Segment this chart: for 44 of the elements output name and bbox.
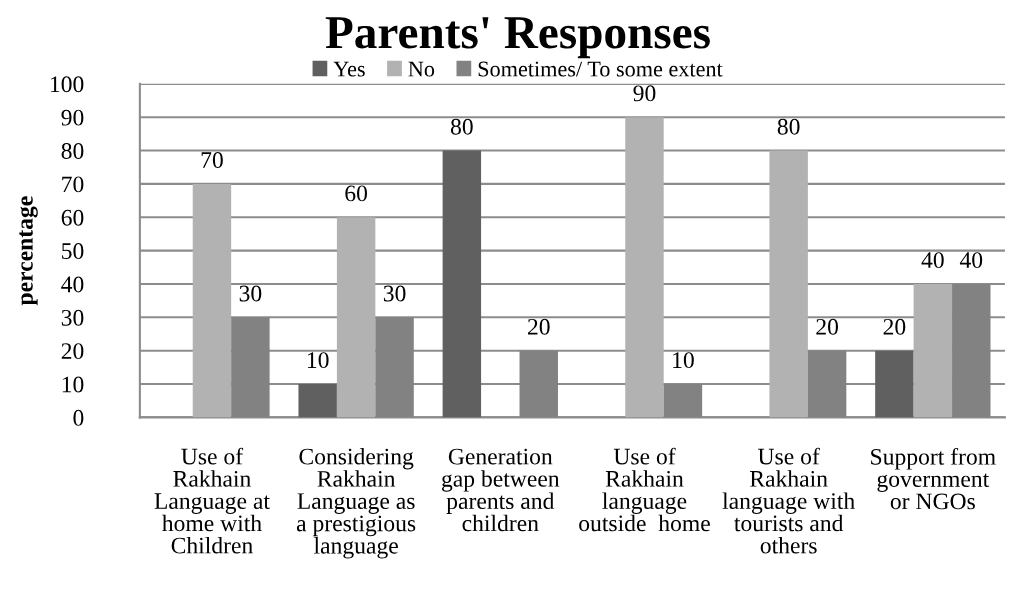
data-label: 10 xyxy=(673,352,694,369)
bar xyxy=(625,117,664,418)
legend-label: No xyxy=(408,61,435,77)
data-label: 30 xyxy=(383,285,406,302)
bar xyxy=(913,283,953,418)
y-tick-label: 50 xyxy=(62,243,84,260)
bar xyxy=(336,217,376,418)
data-label: 20 xyxy=(883,318,906,335)
y-tick-label: 90 xyxy=(61,109,84,126)
y-tick-label: 20 xyxy=(61,343,84,360)
bar xyxy=(769,150,808,418)
y-tick-label: 0 xyxy=(73,409,84,426)
data-label: 40 xyxy=(959,252,983,269)
x-tick-label: Use of Rakhain language outside home xyxy=(579,447,710,532)
y-axis-title: percentage xyxy=(19,196,38,306)
data-label: 20 xyxy=(816,318,839,335)
y-tick-label: 40 xyxy=(61,276,84,293)
data-label: 30 xyxy=(239,285,262,302)
data-label: 70 xyxy=(201,152,223,168)
x-tick-label: Considering Rakhain Language as a prestigious language xyxy=(296,447,416,559)
data-label: 80 xyxy=(450,118,473,135)
data-label: 60 xyxy=(345,185,368,202)
bar xyxy=(875,350,914,418)
legend-label: Yes xyxy=(333,61,365,77)
y-tick-label: 30 xyxy=(61,309,84,326)
bar xyxy=(192,183,232,418)
y-tick-label: 80 xyxy=(61,143,84,159)
x-tick-label: Use of Rakhain Language at home with Children xyxy=(154,447,270,554)
legend-label: Sometimes/ To some extent xyxy=(478,61,723,77)
data-label: 20 xyxy=(527,318,550,335)
y-tick-label: 10 xyxy=(62,376,84,393)
x-tick-label: Use of Rakhain language with tourists and others xyxy=(722,447,855,554)
data-label: 10 xyxy=(307,352,329,369)
x-tick-label: Support from government or NGOs xyxy=(871,447,996,510)
y-tick-label: 100 xyxy=(50,76,84,93)
data-label: 90 xyxy=(633,85,656,102)
y-tick-label: 70 xyxy=(62,176,84,193)
y-tick-label: 60 xyxy=(61,209,84,226)
chart-title: Parents' Responses xyxy=(325,17,710,59)
x-tick-label: Generation gap between parents and children xyxy=(441,448,560,532)
bar xyxy=(442,150,482,418)
bar xyxy=(298,384,337,418)
data-label: 40 xyxy=(921,252,944,269)
data-label: 80 xyxy=(777,118,800,135)
